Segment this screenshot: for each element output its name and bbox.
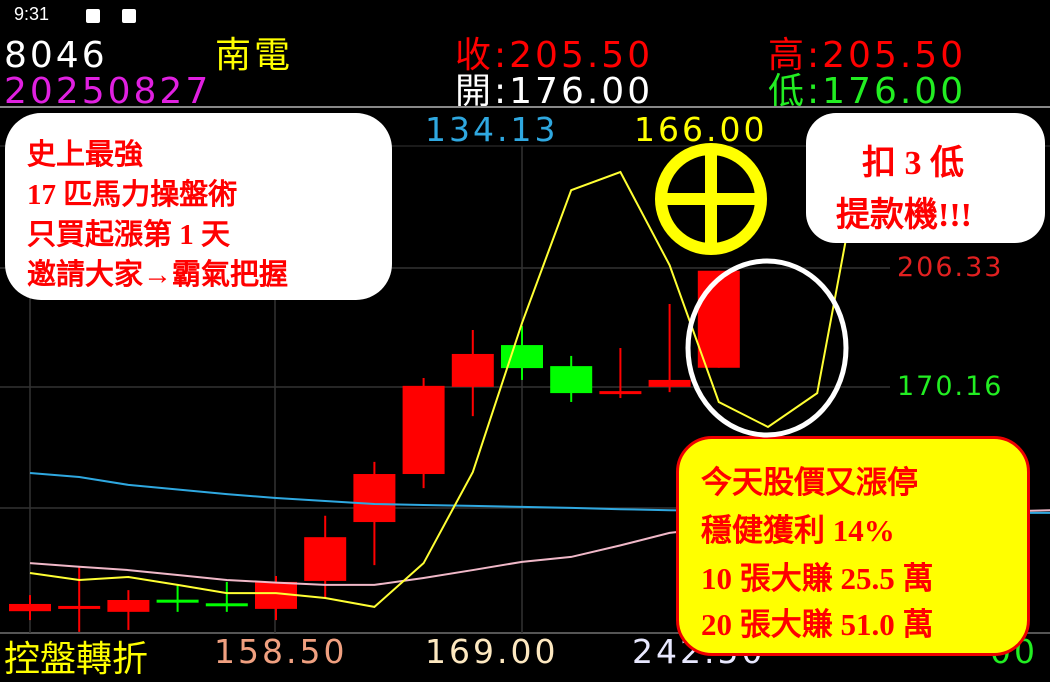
trade-date: 20250827	[4, 71, 212, 112]
candle-body	[697, 270, 740, 368]
indicator-yellow-value: 166.00	[634, 110, 768, 149]
candle-body	[107, 600, 150, 612]
price-label-upper: 206.33	[897, 252, 1004, 283]
promo-bubble-left: 史上最強 17 匹馬力操盤術 只買起漲第 1 天 邀請大家→霸氣把握	[5, 113, 392, 300]
candle-body	[451, 353, 494, 387]
candle-body	[205, 603, 248, 607]
profit-line: 今天股價又漲停	[701, 465, 918, 500]
bottom-value-2: 169.00	[425, 632, 559, 671]
candle-body	[9, 603, 51, 612]
promo-line: 扣 3 低	[862, 145, 964, 182]
profit-line: 10 張大賺 25.5 萬	[701, 561, 934, 596]
promo-bubble-right: 扣 3 低 提款機!!!	[806, 113, 1045, 243]
candle-body	[599, 391, 642, 395]
candle-body	[156, 599, 199, 603]
bottom-label: 控盤轉折	[4, 639, 149, 680]
profit-line: 20 張大賺 51.0 萬	[701, 607, 934, 642]
promo-line: 史上最強	[27, 139, 144, 171]
bottom-value-1: 158.50	[214, 632, 348, 671]
candle-body	[304, 537, 347, 581]
promo-line: 邀請大家→霸氣把握	[27, 259, 289, 291]
price-label-lower: 170.16	[897, 371, 1004, 402]
profit-box: 今天股價又漲停 穩健獲利 14% 10 張大賺 25.5 萬 20 張大賺 51…	[676, 436, 1030, 656]
promo-line: 提款機!!!	[836, 197, 972, 234]
indicator-blue-value: 134.13	[425, 110, 559, 149]
candle-body	[648, 379, 691, 387]
stock-name: 南電	[215, 35, 294, 76]
close-price: 收:205.50	[455, 35, 654, 76]
promo-line: 17 匹馬力操盤術	[27, 179, 238, 211]
candle-body	[353, 474, 396, 523]
status-time: 9:31	[14, 4, 50, 24]
high-price: 高:205.50	[768, 35, 967, 76]
candle-body	[550, 366, 593, 394]
a-text-icon	[122, 9, 136, 23]
profit-line: 穩健獲利 14%	[701, 513, 895, 548]
candle-body	[501, 345, 543, 369]
candle-body	[402, 385, 445, 475]
stock-code: 8046	[4, 35, 108, 76]
promo-line: 只買起漲第 1 天	[27, 219, 231, 251]
low-price: 低:176.00	[768, 71, 967, 112]
image-icon	[86, 9, 100, 23]
candle-body	[58, 605, 101, 609]
open-price: 開:176.00	[455, 71, 654, 112]
